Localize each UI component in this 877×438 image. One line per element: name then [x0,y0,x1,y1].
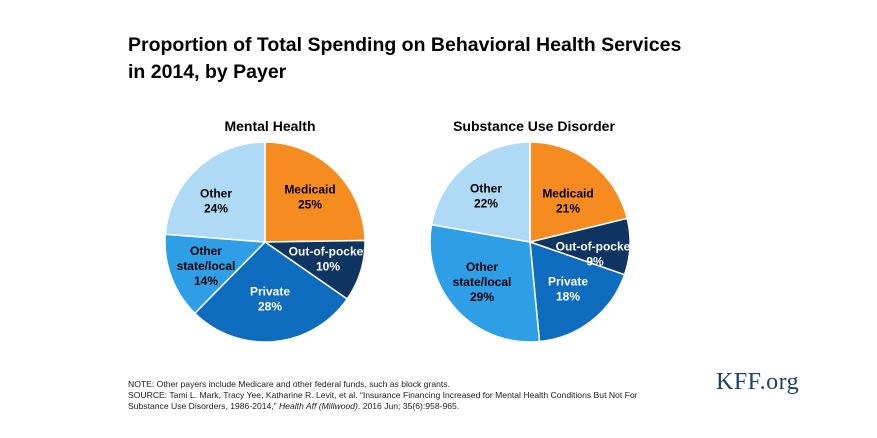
sud-label-private: Private 18% [548,275,588,304]
sud-label-medicaid-line: Medicaid [542,187,593,201]
sud-slice-private [529,240,626,343]
mh-label-medicaid: Medicaid 25% [284,183,335,212]
mh-label-medicaid-line: 25% [298,198,322,212]
sud-label-other-line: 22% [474,197,498,211]
mh-label-private-line: 28% [258,300,282,314]
title-line-1: Proportion of Total Spending on Behavior… [128,34,682,56]
sud-label-out-of-pocket: Out-of-pocket 9% [556,240,635,269]
sud-label-other-state-local-line: state/local [453,275,512,289]
sud-label-other-state-local-line: Other [466,260,498,274]
mh-label-other-state-local-line: Other [190,244,222,258]
sud-label-medicaid: Medicaid 21% [542,187,593,216]
sud-label-private-line: 18% [556,290,580,304]
sud-slice-other [430,141,531,243]
sud-label-medicaid-line: 21% [556,202,580,216]
sud-label-out-of-pocket-line: 9% [586,255,604,269]
mh-label-other-state-local: Other state/local 14% [177,244,236,288]
mh-label-private: Private 28% [250,285,290,314]
mh-slice-medicaid [264,141,366,243]
title-line-2: in 2014, by Payer [128,61,287,83]
sud-slice-medicaid [529,141,629,243]
mh-label-out-of-pocket-line: 10% [316,260,340,274]
mh-label-out-of-pocket: Out-of-pocket 10% [289,245,368,274]
mh-label-medicaid-line: Medicaid [284,183,335,197]
sud-pie-chart: Medicaid 21% Out-of-pocket 9% Private 18% Othe… [429,141,635,343]
mh-slice-private [193,241,349,343]
source-text: Substance Use Disorders, 1986-2014,” [128,401,279,412]
sud-label-other-state-local-line: 29% [470,290,494,304]
page-title: Proportion of Total Spending on Behavior… [128,32,681,86]
mental-health-pie-chart: Medicaid 25% Out-of-pocket 10% Private 28% Oth… [164,141,368,343]
sud-label-other-state-local: Other state/local 29% [453,260,512,304]
note-line: NOTE: Other payers include Medicare and … [128,379,450,389]
sud-label-other: Other 22% [470,182,502,211]
kff-logo: KFF.org [716,369,800,395]
mh-slice-other-state-local [164,233,267,315]
source-line: SOURCE: Tami L. Mark, Tracy Yee, Kathari… [128,390,638,401]
mh-slice-other [164,141,266,243]
mh-label-other-line: 24% [204,202,228,216]
mh-label-out-of-pocket-line: Out-of-pocket [289,245,368,259]
footnote: NOTE: Other payers include Medicare and … [128,379,638,413]
mental-health-chart-title: Mental Health [224,118,316,134]
mh-label-other: Other 24% [200,187,232,216]
source-citation: . 2016 Jun; 35(6):958-965. [357,401,460,412]
mh-label-other-state-local-line: state/local [177,259,236,273]
mh-label-other-line: Other [200,187,232,201]
sud-label-out-of-pocket-line: Out-of-pocket [556,240,635,254]
source-line-continued: Substance Use Disorders, 1986-2014,” Hea… [128,401,638,412]
source-journal: Health Aff (Millwood) [278,401,358,412]
sud-slice-other-state-local [429,223,541,343]
sud-label-other-line: Other [470,182,502,196]
sud-label-private-line: Private [548,275,588,289]
mh-label-private-line: Private [250,285,290,299]
sud-chart-title: Substance Use Disorder [453,118,615,134]
mh-label-other-state-local-line: 14% [194,274,218,288]
